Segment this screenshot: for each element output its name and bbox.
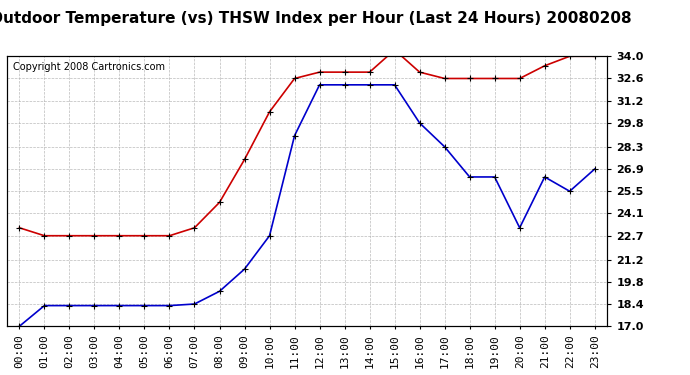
Text: Copyright 2008 Cartronics.com: Copyright 2008 Cartronics.com (13, 62, 165, 72)
Text: Outdoor Temperature (vs) THSW Index per Hour (Last 24 Hours) 20080208: Outdoor Temperature (vs) THSW Index per … (0, 11, 631, 26)
